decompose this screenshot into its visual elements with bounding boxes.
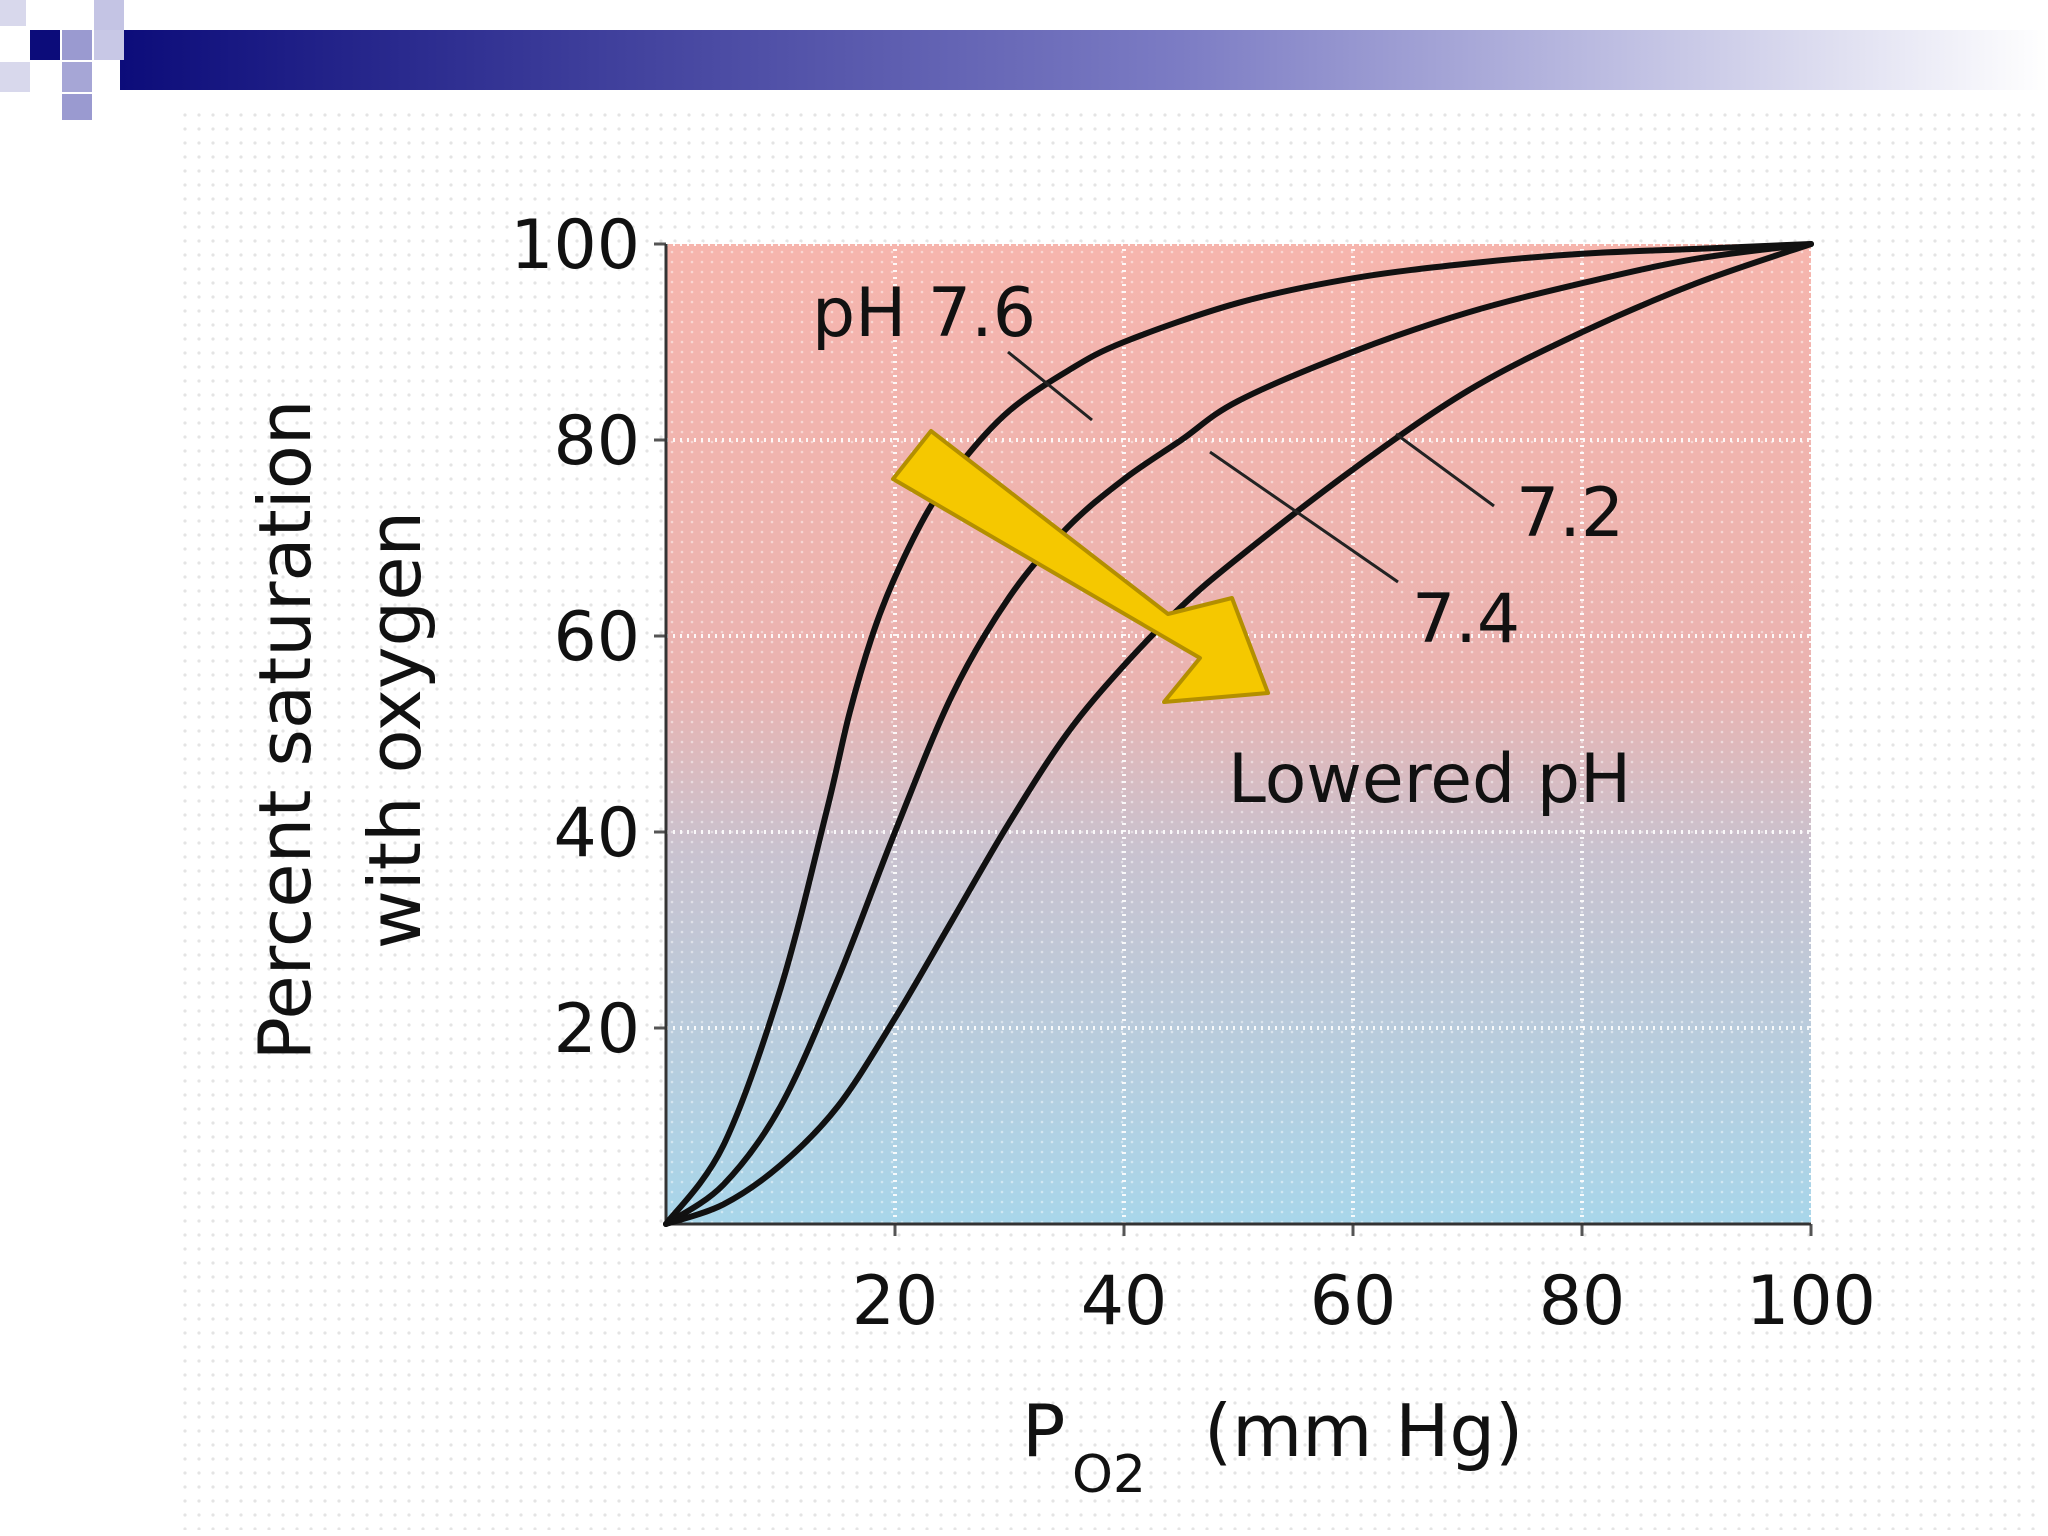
- header-square: [94, 0, 124, 30]
- y-tick-labels: 20 40 60 80 100: [510, 206, 640, 1069]
- header-square: [62, 30, 92, 60]
- curve-ph-76: [663, 241, 1814, 1227]
- arrow-label: Lowered pH: [1228, 740, 1631, 819]
- header-decoration: [0, 0, 2048, 120]
- y-tick-label: 80: [553, 402, 640, 481]
- x-tick-labels: 20 40 60 80 100: [852, 1262, 1876, 1341]
- curve-label-7-4: 7.4: [1412, 580, 1520, 659]
- lowered-ph-arrow: [891, 429, 1270, 704]
- curve-label-7-6: pH 7.6: [812, 274, 1036, 353]
- header-square: [62, 62, 92, 92]
- header-square: [62, 94, 92, 120]
- leader-line-7-6: [1007, 350, 1093, 422]
- header-square: [28, 0, 58, 28]
- y-tick-label: 100: [510, 206, 640, 285]
- slide-header-bar: [0, 0, 2048, 130]
- x-tick-label: 60: [1310, 1262, 1397, 1341]
- x-tick-label: 20: [852, 1262, 939, 1341]
- gridlines: [666, 242, 1813, 1224]
- y-tick-label: 60: [553, 598, 640, 677]
- curve-ph-74: [663, 241, 1814, 1227]
- x-tick-label: 80: [1539, 1262, 1626, 1341]
- x-tick-label: 100: [1746, 1262, 1876, 1341]
- x-axis-title-main: P: [1022, 1389, 1065, 1473]
- y-tick-label: 40: [553, 794, 640, 873]
- header-gradient-band: [120, 30, 2048, 90]
- header-square: [0, 0, 26, 26]
- curve-label-7-2: 7.2: [1516, 474, 1624, 553]
- x-tick-label: 40: [1081, 1262, 1168, 1341]
- curve-ph-72: [663, 241, 1814, 1227]
- leader-line-7-4: [1209, 450, 1399, 584]
- y-axis-title-line2: with oxygen: [353, 511, 437, 949]
- x-axis-title-subscript: O2: [1072, 1445, 1146, 1505]
- x-axis-title-unit: (mm Hg): [1204, 1389, 1523, 1473]
- plot-area-texture: [666, 244, 1811, 1224]
- leader-line-7-2: [1395, 432, 1495, 508]
- header-square: [0, 62, 30, 92]
- header-square: [94, 30, 124, 60]
- y-axis-title-line1: Percent saturation: [243, 400, 327, 1061]
- y-tick-label: 20: [553, 990, 640, 1069]
- header-square: [30, 30, 60, 60]
- axis-ticks: [654, 242, 1813, 1236]
- curves: [663, 241, 1814, 1227]
